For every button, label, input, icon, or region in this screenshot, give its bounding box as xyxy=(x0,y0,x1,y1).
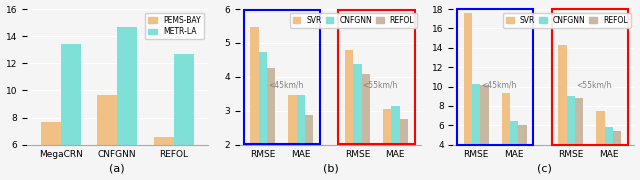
Bar xyxy=(362,73,370,180)
Bar xyxy=(267,68,275,180)
Title: (c): (c) xyxy=(536,164,552,174)
Bar xyxy=(596,111,605,180)
Bar xyxy=(510,121,518,180)
Bar xyxy=(250,27,259,180)
Bar xyxy=(41,122,61,180)
Legend: SVR, CNFGNN, REFOL: SVR, CNFGNN, REFOL xyxy=(289,13,417,28)
Bar xyxy=(575,98,583,180)
Title: (a): (a) xyxy=(109,164,125,174)
Bar xyxy=(154,137,174,180)
Bar xyxy=(613,131,621,180)
Text: <55km/h: <55km/h xyxy=(576,81,611,90)
Legend: SVR, CNFGNN, REFOL: SVR, CNFGNN, REFOL xyxy=(503,13,630,28)
Bar xyxy=(472,84,481,180)
Bar xyxy=(481,85,489,180)
Bar xyxy=(97,94,117,180)
Text: <45km/h: <45km/h xyxy=(481,81,516,90)
Bar xyxy=(399,119,408,180)
Bar xyxy=(605,127,613,180)
Legend: PEMS-BAY, METR-LA: PEMS-BAY, METR-LA xyxy=(145,13,204,39)
Bar xyxy=(174,54,194,180)
Bar xyxy=(463,14,472,180)
Text: <45km/h: <45km/h xyxy=(268,81,303,90)
Text: <55km/h: <55km/h xyxy=(362,81,398,90)
Bar xyxy=(566,96,575,180)
Bar xyxy=(117,27,137,180)
Bar xyxy=(558,45,566,180)
Bar xyxy=(353,64,362,180)
Bar xyxy=(345,50,353,180)
Bar xyxy=(259,53,267,180)
Bar xyxy=(296,95,305,180)
Bar xyxy=(305,115,313,180)
Bar xyxy=(518,125,527,180)
Bar xyxy=(383,109,391,180)
Bar xyxy=(288,95,296,180)
Bar xyxy=(502,93,510,180)
Title: (b): (b) xyxy=(323,164,339,174)
Bar xyxy=(61,44,81,180)
Bar xyxy=(391,106,399,180)
